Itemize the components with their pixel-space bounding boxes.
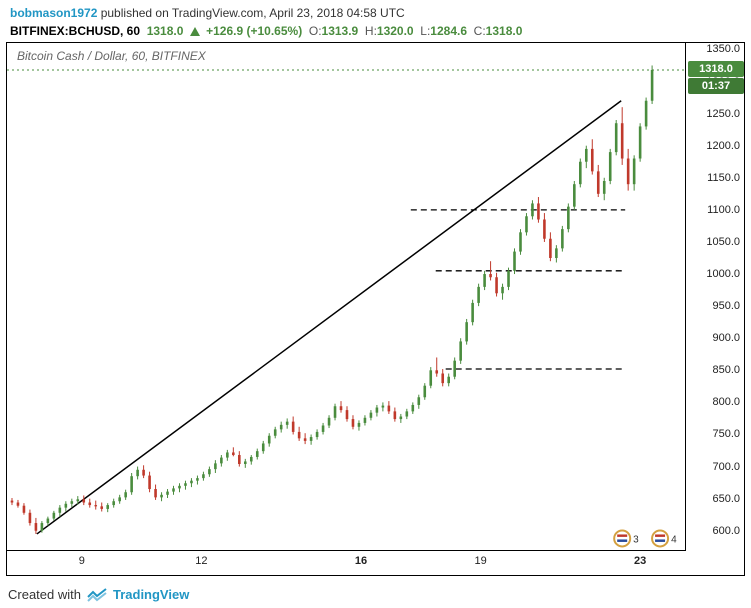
tradingview-logo-icon: [87, 588, 107, 602]
ytick: 1100.0: [707, 204, 740, 216]
svg-text:3: 3: [633, 534, 639, 545]
l-label: L:: [420, 24, 430, 38]
c-value: 1318.0: [486, 24, 523, 38]
chart-container[interactable]: Bitcoin Cash / Dollar, 60, BITFINEX 34 6…: [6, 42, 745, 576]
last-price: 1318.0: [147, 24, 184, 38]
created-with-label: Created with: [8, 587, 81, 602]
h-value: 1320.0: [377, 24, 414, 38]
symbol: BITFINEX:BCHUSD: [10, 24, 120, 38]
ytick: 700.0: [712, 461, 740, 473]
price-axis[interactable]: 600.0 650.0 700.0 750.0 800.0 850.0 900.0 950.0…: [686, 43, 744, 551]
xtick: 12: [195, 555, 207, 567]
xtick: 23: [634, 555, 646, 567]
time-axis[interactable]: 9 12 16 19 23: [7, 551, 686, 575]
ytick: 800.0: [712, 396, 740, 408]
publish-header: bobmason1972 published on TradingView.co…: [0, 0, 751, 24]
o-label: O:: [309, 24, 322, 38]
candlestick-svg: 34: [7, 43, 685, 550]
price-badge: 1318.0: [688, 61, 744, 77]
ohlc-bar: BITFINEX:BCHUSD, 60 1318.0 +126.9 (+10.6…: [0, 24, 751, 44]
xtick: 19: [474, 555, 486, 567]
ytick: 750.0: [712, 428, 740, 440]
ytick: 1350.0: [706, 43, 740, 55]
ytick: 1150.0: [707, 172, 740, 184]
ytick: 1250.0: [706, 108, 740, 120]
c-label: C:: [474, 24, 486, 38]
ytick: 1050.0: [706, 236, 740, 248]
ytick: 850.0: [712, 364, 740, 376]
ytick: 900.0: [712, 332, 740, 344]
ytick: 1000.0: [706, 268, 740, 280]
ytick: 650.0: [712, 493, 740, 505]
o-value: 1313.9: [322, 24, 359, 38]
ytick: 950.0: [712, 300, 740, 312]
svg-text:4: 4: [671, 534, 677, 545]
chart-title: Bitcoin Cash / Dollar, 60, BITFINEX: [17, 49, 206, 63]
tradingview-link[interactable]: TradingView: [113, 587, 189, 602]
change-pct: (+10.65%): [246, 24, 302, 38]
up-arrow-icon: [190, 27, 200, 36]
ytick: 600.0: [712, 525, 740, 537]
ytick: 1200.0: [706, 140, 740, 152]
countdown-badge: 01:37: [688, 78, 744, 94]
h-label: H:: [365, 24, 377, 38]
l-value: 1284.6: [430, 24, 467, 38]
xtick: 16: [355, 555, 367, 567]
change-value: +126.9: [206, 24, 243, 38]
author-link[interactable]: bobmason1972: [10, 6, 97, 20]
footer: Created with TradingView: [8, 587, 189, 602]
xtick: 9: [79, 555, 85, 567]
publish-date: , April 23, 2018 04:58 UTC: [263, 6, 404, 20]
publish-text: published on: [97, 6, 172, 20]
interval: 60: [127, 24, 140, 38]
site-name: TradingView.com: [172, 6, 263, 20]
chart-plot[interactable]: Bitcoin Cash / Dollar, 60, BITFINEX 34: [7, 43, 686, 551]
